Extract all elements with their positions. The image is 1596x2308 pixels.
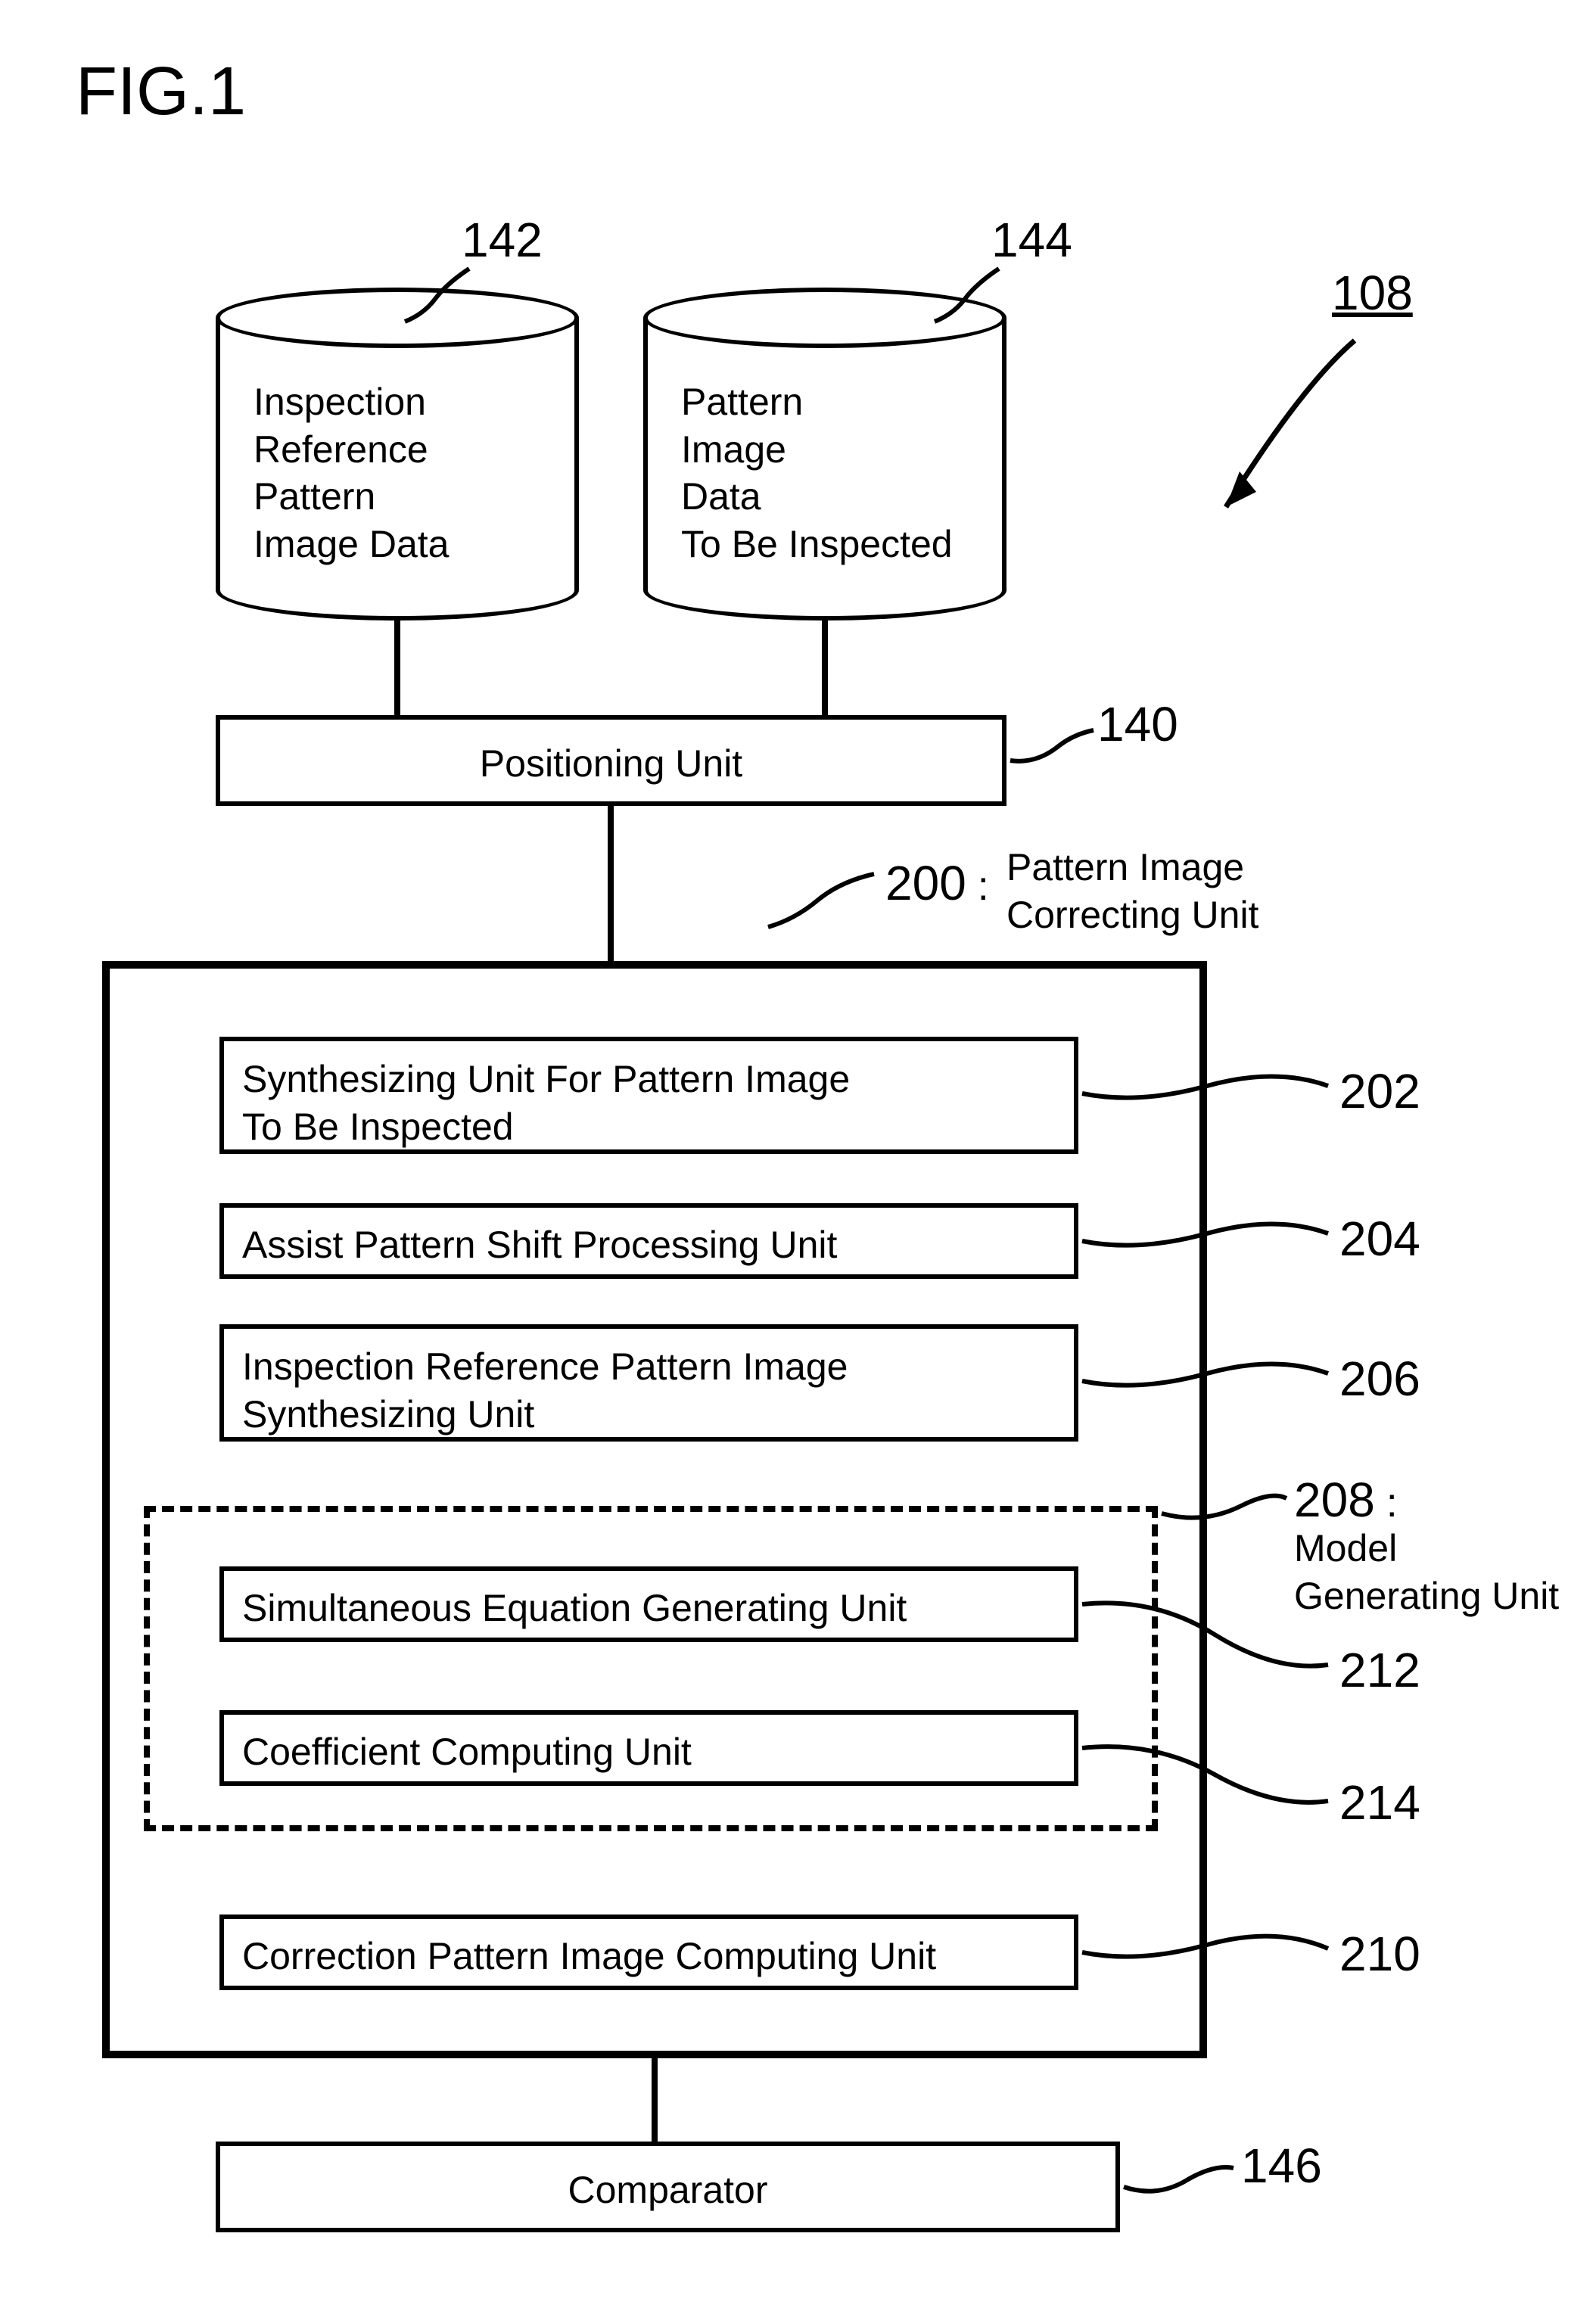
- arrow-108: [1181, 333, 1377, 545]
- leader-140: [1006, 726, 1097, 772]
- ref-200-label: Pattern Image Correcting Unit: [1006, 844, 1258, 938]
- conn-pos-200: [608, 806, 614, 961]
- box-202-text: Synthesizing Unit For Pattern Image To B…: [242, 1056, 1059, 1150]
- box-212-text: Simultaneous Equation Generating Unit: [242, 1585, 1059, 1632]
- conn-144-pos: [822, 621, 828, 715]
- box-comparator-text: Comparator: [216, 2166, 1120, 2214]
- leader-144: [931, 265, 1014, 325]
- ref-146: 146: [1241, 2138, 1322, 2194]
- leader-146: [1120, 2157, 1237, 2210]
- conn-200-comp: [652, 2058, 658, 2142]
- ref-210: 210: [1339, 1926, 1420, 1982]
- ref-208: 208 :: [1294, 1472, 1398, 1528]
- leader-210: [1078, 1922, 1332, 1983]
- figure-label: FIG.1: [76, 53, 246, 131]
- box-positioning-text: Positioning Unit: [216, 740, 1006, 788]
- ref-208-label: Model Generating Unit: [1294, 1525, 1559, 1619]
- ref-202: 202: [1339, 1063, 1420, 1119]
- ref-108: 108: [1332, 265, 1413, 321]
- box-214-text: Coefficient Computing Unit: [242, 1728, 1059, 1776]
- box-210-text: Correction Pattern Image Computing Unit: [242, 1933, 1059, 1980]
- leader-208: [1158, 1483, 1290, 1529]
- ref-214: 214: [1339, 1775, 1420, 1831]
- leader-200: [764, 870, 878, 931]
- leader-214: [1078, 1740, 1332, 1816]
- leader-206: [1078, 1351, 1332, 1411]
- ref-212: 212: [1339, 1642, 1420, 1698]
- cylinder-144-text: Pattern Image Data To Be Inspected: [681, 378, 999, 568]
- cylinder-142-text: Inspection Reference Pattern Image Data: [254, 378, 556, 568]
- leader-212: [1078, 1597, 1332, 1680]
- diagram-canvas: FIG.1 108 Inspection Reference Pattern I…: [0, 0, 1596, 2308]
- ref-142: 142: [462, 212, 543, 268]
- ref-144: 144: [991, 212, 1072, 268]
- ref-204: 204: [1339, 1211, 1420, 1267]
- box-204-text: Assist Pattern Shift Processing Unit: [242, 1221, 1059, 1269]
- ref-140: 140: [1097, 696, 1178, 752]
- leader-204: [1078, 1211, 1332, 1271]
- ref-206: 206: [1339, 1351, 1420, 1407]
- leader-142: [401, 265, 484, 325]
- ref-200: 200 :: [885, 855, 989, 911]
- conn-142-pos: [394, 621, 400, 715]
- box-206-text: Inspection Reference Pattern Image Synth…: [242, 1343, 1059, 1438]
- leader-202: [1078, 1059, 1332, 1120]
